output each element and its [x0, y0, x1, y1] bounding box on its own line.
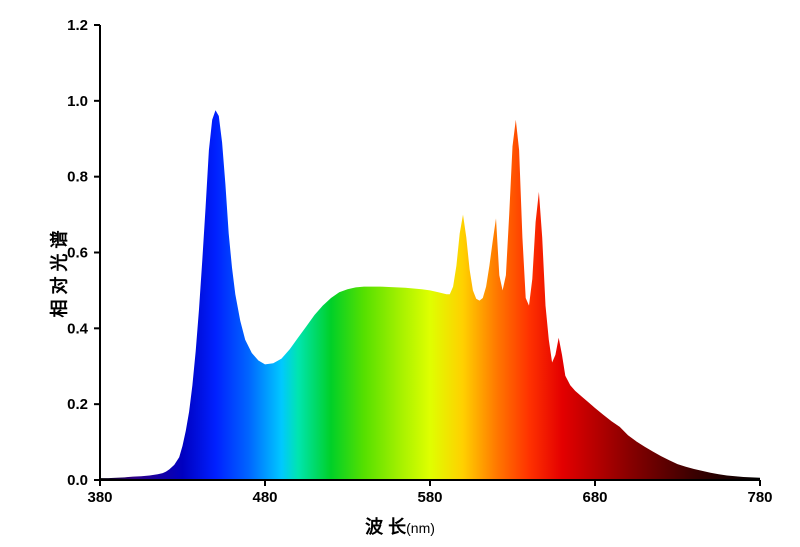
y-axis-label: 相 对 光 谱	[46, 230, 72, 317]
chart-svg: 3804805806807800.00.20.40.60.81.01.2	[20, 10, 780, 510]
y-tick-label: 0.2	[67, 396, 88, 413]
y-tick-label: 0.0	[67, 472, 88, 489]
y-tick-label: 0.4	[67, 320, 89, 337]
y-tick-label: 1.0	[67, 93, 88, 110]
x-tick-label: 780	[747, 489, 772, 506]
y-tick-label: 1.2	[67, 17, 88, 34]
x-tick-label: 580	[417, 489, 442, 506]
x-tick-label: 680	[582, 489, 607, 506]
spectrum-area	[100, 110, 760, 480]
x-axis-unit: (nm)	[406, 520, 435, 536]
x-tick-label: 480	[252, 489, 277, 506]
y-tick-label: 0.8	[67, 169, 88, 186]
spectrum-chart: 相 对 光 谱 波 长(nm) 380 480 580 680 780 0.0 0.2 0.4…	[20, 10, 780, 537]
x-axis-label-text: 波 长	[365, 517, 406, 537]
x-tick-label: 380	[87, 489, 112, 506]
x-axis-label: 波 长(nm)	[365, 513, 435, 539]
